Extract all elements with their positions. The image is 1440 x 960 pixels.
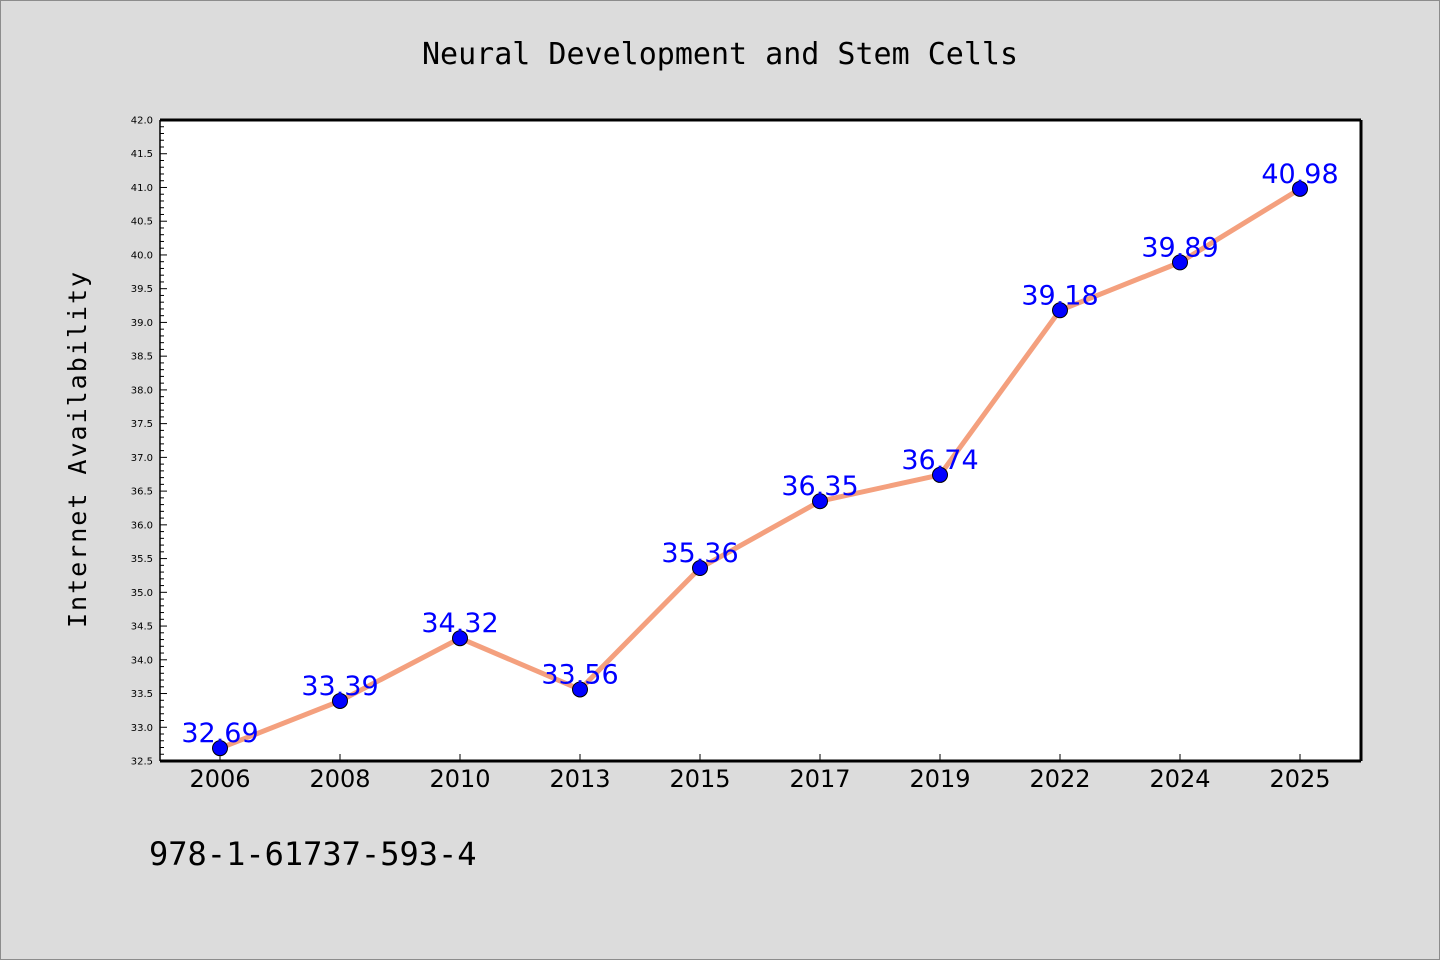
- x-tick-label: 2022: [1029, 765, 1090, 793]
- y-axis-ticks: 32.5 33.0 33.5 34.0 34.5 35.0 35.5 36.0 36.5 37.0…: [131, 116, 167, 768]
- x-tick-label: 2024: [1149, 765, 1210, 793]
- data-point: [212, 740, 228, 757]
- data-point: [572, 681, 588, 698]
- y-tick-label: 39.5: [131, 284, 153, 295]
- x-tick-label: 2025: [1269, 765, 1330, 793]
- data-point: [332, 692, 348, 709]
- y-tick-label: 37.5: [131, 419, 153, 430]
- x-tick-label: 2015: [669, 765, 730, 793]
- y-tick-label: 37.0: [131, 453, 153, 464]
- data-point: [692, 560, 708, 577]
- data-point: [452, 630, 468, 647]
- data-label: 35.36: [661, 538, 738, 569]
- y-tick-label: 32.5: [131, 757, 153, 768]
- y-tick-label: 38.0: [131, 385, 153, 396]
- axes-frame: [159, 118, 1363, 763]
- y-tick-label: 35.0: [131, 588, 153, 599]
- y-tick-label: 35.5: [131, 554, 153, 565]
- data-labels: 32.69 33.39 34.32 33.56 35.36 36.35 36.74 39.18…: [181, 159, 1338, 749]
- y-tick-label: 33.5: [131, 689, 153, 700]
- data-label: 34.32: [421, 608, 498, 639]
- isbn-footer: 978-1-61737-593-4: [149, 835, 477, 873]
- data-label: 36.74: [901, 445, 978, 476]
- y-tick-label: 39.0: [131, 318, 153, 329]
- data-label: 33.39: [301, 671, 378, 702]
- y-axis-label: Internet Availability: [63, 270, 92, 628]
- y-tick-label: 41.5: [131, 149, 153, 160]
- y-tick-label: 40.0: [131, 250, 153, 261]
- data-point: [1052, 302, 1068, 319]
- data-point: [1292, 180, 1308, 197]
- y-tick-label: 41.0: [131, 183, 153, 194]
- y-tick-label: 33.0: [131, 723, 153, 734]
- x-tick-label: 2008: [309, 765, 370, 793]
- y-tick-label: 36.0: [131, 520, 153, 531]
- x-tick-label: 2013: [549, 765, 610, 793]
- y-tick-label: 38.5: [131, 352, 153, 363]
- series-line-group: [217, 186, 1303, 751]
- plot-area: [160, 120, 1361, 761]
- data-markers: [212, 180, 1308, 757]
- data-point: [932, 466, 948, 483]
- y-tick-label: 36.5: [131, 487, 153, 498]
- data-point: [812, 493, 828, 510]
- x-tick-label: 2010: [429, 765, 490, 793]
- data-point: [1172, 254, 1188, 271]
- x-axis-ticks: 2006 2008 2010 2013 2015 2017 2019 2022 2024 2025: [189, 754, 1331, 793]
- data-label: 32.69: [181, 718, 258, 749]
- data-label: 39.18: [1021, 280, 1098, 311]
- data-label: 39.89: [1141, 232, 1218, 263]
- x-tick-label: 2019: [909, 765, 970, 793]
- data-label: 33.56: [541, 659, 618, 690]
- x-tick-label: 2017: [789, 765, 850, 793]
- x-tick-label: 2006: [189, 765, 250, 793]
- y-tick-label: 40.5: [131, 217, 153, 228]
- y-tick-label: 42.0: [131, 116, 153, 127]
- y-tick-label: 34.5: [131, 622, 153, 633]
- data-label: 36.35: [781, 471, 858, 502]
- data-label: 40.98: [1261, 159, 1338, 190]
- series-line: [217, 186, 1303, 751]
- y-tick-label: 34.0: [131, 655, 153, 666]
- chart-title: Neural Development and Stem Cells: [422, 37, 1018, 72]
